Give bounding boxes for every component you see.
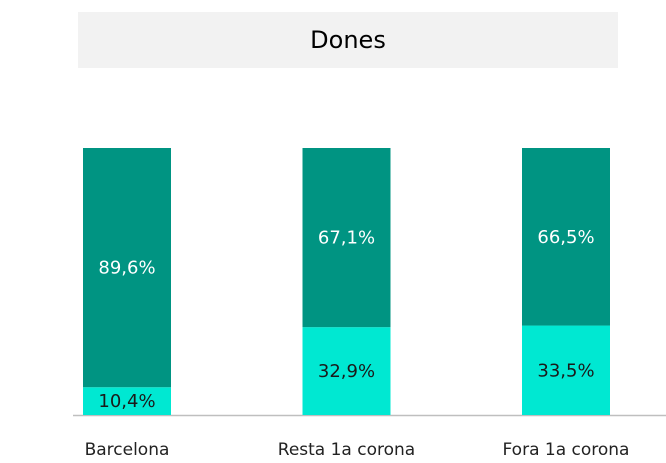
title-box bbox=[78, 12, 618, 68]
bar-segment bbox=[83, 387, 171, 415]
data-label: 66,5% bbox=[537, 227, 594, 248]
data-label: 32,9% bbox=[318, 361, 375, 382]
x-tick-label: Barcelona bbox=[85, 440, 170, 460]
x-tick-label: Resta 1a corona bbox=[278, 440, 415, 460]
bar-segment bbox=[302, 327, 391, 415]
bar-segment bbox=[522, 148, 610, 326]
data-label: 89,6% bbox=[98, 258, 155, 279]
bar-segment bbox=[302, 148, 391, 328]
data-label: 33,5% bbox=[537, 360, 594, 381]
bar-segment bbox=[83, 148, 171, 388]
x-tick-label: Fora 1a corona bbox=[503, 440, 630, 460]
data-label: 67,1% bbox=[318, 228, 375, 249]
data-label: 10,4% bbox=[98, 391, 155, 412]
chart-title: Dones bbox=[310, 26, 386, 54]
bar-segment bbox=[522, 325, 610, 415]
